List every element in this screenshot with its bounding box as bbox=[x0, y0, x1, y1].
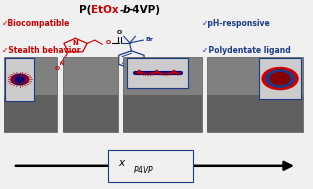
Text: $\it{x}$: $\it{x}$ bbox=[118, 158, 127, 168]
Text: N: N bbox=[73, 40, 79, 46]
FancyBboxPatch shape bbox=[63, 94, 118, 132]
Text: O: O bbox=[117, 30, 122, 35]
Circle shape bbox=[262, 67, 298, 90]
FancyBboxPatch shape bbox=[207, 57, 303, 132]
FancyBboxPatch shape bbox=[4, 57, 57, 132]
FancyBboxPatch shape bbox=[127, 58, 188, 88]
Circle shape bbox=[266, 70, 294, 87]
FancyBboxPatch shape bbox=[123, 94, 202, 132]
FancyBboxPatch shape bbox=[4, 94, 57, 132]
Text: -: - bbox=[119, 5, 123, 15]
Text: $\mathit{P4VP}$: $\mathit{P4VP}$ bbox=[133, 164, 154, 175]
Circle shape bbox=[270, 73, 290, 85]
FancyBboxPatch shape bbox=[63, 57, 118, 132]
Text: O: O bbox=[55, 66, 60, 71]
Text: EtOx: EtOx bbox=[91, 5, 118, 15]
FancyBboxPatch shape bbox=[259, 58, 301, 99]
Text: P(: P( bbox=[79, 5, 91, 15]
Text: b: b bbox=[123, 5, 130, 15]
Text: Br: Br bbox=[146, 37, 154, 42]
Text: O: O bbox=[105, 40, 111, 45]
Circle shape bbox=[11, 74, 28, 85]
Text: ✓Biocompatible: ✓Biocompatible bbox=[2, 19, 71, 29]
Text: ✓Stealth behavior: ✓Stealth behavior bbox=[2, 46, 81, 55]
Text: ✓Polydentate ligand: ✓Polydentate ligand bbox=[202, 46, 291, 55]
Text: ✓pH-responsive: ✓pH-responsive bbox=[202, 19, 271, 29]
FancyBboxPatch shape bbox=[207, 94, 303, 132]
Text: N: N bbox=[128, 72, 134, 78]
Text: -4VP): -4VP) bbox=[129, 5, 161, 15]
FancyBboxPatch shape bbox=[123, 57, 202, 132]
FancyBboxPatch shape bbox=[108, 150, 193, 182]
FancyBboxPatch shape bbox=[5, 58, 34, 101]
